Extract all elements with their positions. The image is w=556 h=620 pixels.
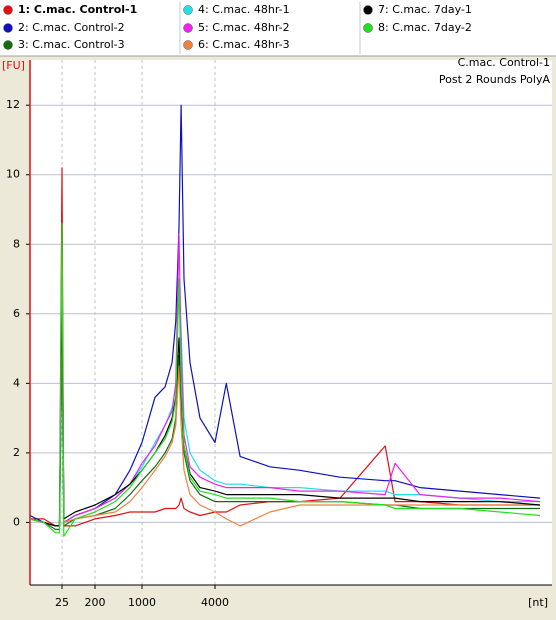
y-tick-label: 8 xyxy=(13,237,20,250)
y-axis-label: [FU] xyxy=(2,59,25,72)
y-tick-label: 0 xyxy=(13,515,20,528)
y-tick-label: 6 xyxy=(13,307,20,320)
trace xyxy=(29,222,541,537)
legend-label: 3: C.mac. Control-3 xyxy=(18,38,125,51)
trace xyxy=(29,278,541,527)
y-tick-label: 2 xyxy=(13,446,20,459)
legend-label: 8: C.mac. 7day-2 xyxy=(378,21,472,34)
legend-label: 5: C.mac. 48hr-2 xyxy=(198,21,290,34)
x-tick-label: 1000 xyxy=(128,596,156,609)
legend-marker xyxy=(3,40,13,50)
x-axis-label: [nt] xyxy=(528,596,548,609)
legend-marker xyxy=(183,40,193,50)
trace xyxy=(30,167,540,527)
legend-label: 7: C.mac. 7day-1 xyxy=(378,3,472,16)
legend-marker xyxy=(3,5,13,15)
y-tick-label: 10 xyxy=(6,168,20,181)
y-tick-label: 12 xyxy=(6,98,20,111)
plot-area xyxy=(30,60,552,585)
annotation: Post 2 Rounds PolyA xyxy=(439,73,551,86)
x-tick-label: 200 xyxy=(85,596,106,609)
legend-marker xyxy=(363,5,373,15)
legend-label: 6: C.mac. 48hr-3 xyxy=(198,38,290,51)
legend-label: 4: C.mac. 48hr-1 xyxy=(198,3,290,16)
legend-label: 2: C.mac. Control-2 xyxy=(18,21,125,34)
legend-label: 1: C.mac. Control-1 xyxy=(18,3,137,16)
y-tick-label: 4 xyxy=(13,376,20,389)
legend-panel xyxy=(0,0,556,56)
legend-marker xyxy=(363,23,373,33)
x-tick-label: 4000 xyxy=(201,596,229,609)
x-tick-label: 25 xyxy=(55,596,69,609)
legend-marker xyxy=(3,23,13,33)
legend-marker xyxy=(183,5,193,15)
annotation: C.mac. Control-1 xyxy=(458,56,550,69)
legend-marker xyxy=(183,23,193,33)
